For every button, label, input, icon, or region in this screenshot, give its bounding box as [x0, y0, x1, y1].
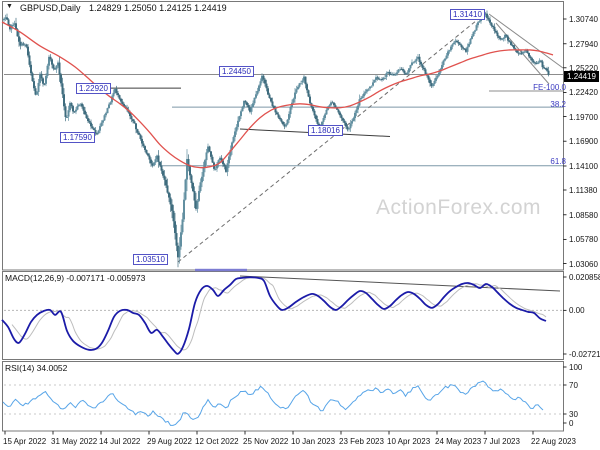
rsi-axis-label: 70 — [569, 381, 578, 390]
rsi-axis-label: 100 — [569, 363, 583, 372]
date-axis-label: 14 Jul 2022 — [99, 437, 141, 446]
price-axis-label: 1.25220 — [569, 63, 598, 73]
date-axis-label: 31 May 2022 — [51, 437, 98, 446]
rsi-header: RSI(14) 34.0052 — [5, 363, 68, 373]
price-axis-label: 1.08580 — [569, 210, 598, 220]
price-callout: 1.03510 — [133, 254, 168, 265]
fib-expansion-label: FE-100.0 — [533, 83, 566, 92]
price-axis-label: 1.19700 — [569, 112, 598, 122]
macd-axis-label: 0.00 — [569, 306, 585, 316]
rsi-axis-label: 30 — [569, 410, 578, 419]
price-callout: 1.18016 — [308, 125, 343, 136]
date-axis-label: 7 Jul 2023 — [483, 437, 520, 446]
date-axis-label: 25 Nov 2022 — [243, 437, 289, 446]
symbol-timeframe-label: GBPUSD,Daily — [20, 3, 81, 13]
ohlc-readout: 1.24829 1.25050 1.24125 1.24419 — [89, 3, 227, 13]
date-axis-label: 10 Jan 2023 — [291, 437, 336, 446]
macd-header: MACD(12,26,9) -0.007171 -0.005973 — [5, 273, 146, 283]
rsi-axis-label: 0 — [569, 419, 574, 428]
date-axis-label: 23 Feb 2023 — [339, 437, 384, 446]
symbol-marker-icon: ▼ — [6, 3, 13, 10]
price-axis-label: 1.11380 — [569, 186, 598, 195]
macd-axis-label: 0.020858 — [569, 273, 600, 282]
chart-title: GBPUSD,Daily 1.24829 1.25050 1.24125 1.2… — [20, 3, 227, 13]
price-axis-label: 1.30740 — [569, 15, 598, 24]
price-callout: 1.22920 — [76, 83, 111, 94]
date-axis-label: 15 Apr 2022 — [3, 437, 47, 446]
date-axis-label: 24 May 2023 — [435, 437, 482, 446]
price-callout: 1.24450 — [219, 66, 254, 77]
price-callout: 1.17590 — [60, 132, 95, 143]
fib-618-label: 61.8 — [550, 157, 566, 166]
current-price-tag: 1.24419 — [564, 71, 599, 82]
price-axis-label: 1.27940 — [569, 39, 598, 49]
date-axis-label: 29 Aug 2022 — [147, 437, 192, 446]
price-callout: 1.31410 — [450, 9, 485, 20]
price-axis-label: 1.05780 — [569, 235, 598, 245]
macd-axis-label: -0.027213 — [569, 350, 600, 359]
price-axis-label: 1.16900 — [569, 137, 598, 147]
price-axis-label: 1.14100 — [569, 161, 598, 171]
price-axis-label: 1.03060 — [569, 259, 598, 269]
price-axis-label: 1.22420 — [569, 88, 598, 98]
date-axis-label: 12 Oct 2022 — [195, 437, 239, 446]
watermark: ActionForex.com — [376, 196, 542, 219]
date-axis-label: 22 Aug 2023 — [531, 437, 576, 446]
fib-382-label: 38.2 — [550, 100, 566, 109]
date-axis-label: 10 Apr 2023 — [387, 437, 431, 446]
